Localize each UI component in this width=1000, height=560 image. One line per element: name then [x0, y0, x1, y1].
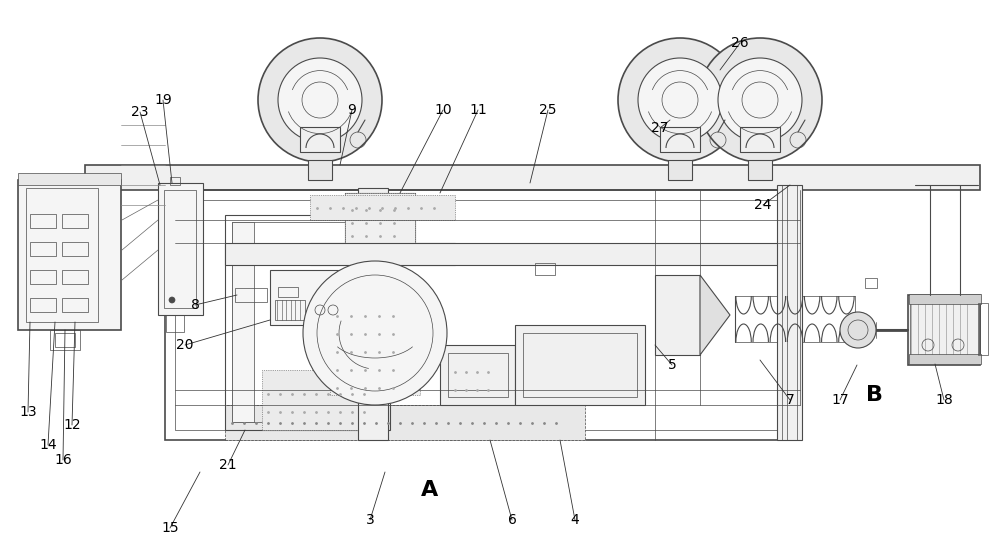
- Bar: [740, 127, 780, 152]
- Bar: [313, 300, 338, 320]
- Bar: [30, 298, 56, 312]
- Bar: [62, 214, 88, 228]
- Bar: [310, 243, 455, 265]
- Bar: [655, 275, 700, 355]
- Circle shape: [169, 297, 175, 303]
- Bar: [660, 127, 700, 152]
- Bar: [50, 330, 80, 350]
- Bar: [175, 200, 790, 430]
- Bar: [358, 188, 388, 440]
- Bar: [62, 270, 88, 284]
- Polygon shape: [700, 275, 730, 355]
- Text: 12: 12: [63, 418, 81, 432]
- Text: 16: 16: [54, 453, 72, 467]
- Bar: [225, 215, 390, 430]
- Bar: [448, 353, 508, 397]
- Bar: [278, 287, 298, 297]
- Bar: [62, 298, 88, 312]
- Circle shape: [718, 58, 802, 142]
- Bar: [225, 243, 785, 265]
- Text: 6: 6: [508, 513, 516, 527]
- Text: 24: 24: [754, 198, 772, 212]
- Text: 20: 20: [176, 338, 194, 352]
- Bar: [30, 214, 56, 228]
- Text: 23: 23: [131, 105, 149, 119]
- Circle shape: [698, 38, 822, 162]
- Text: 25: 25: [539, 103, 557, 117]
- Bar: [909, 294, 981, 304]
- Circle shape: [638, 58, 722, 142]
- Bar: [62, 242, 88, 256]
- Bar: [330, 280, 420, 395]
- Circle shape: [303, 261, 447, 405]
- Bar: [440, 345, 515, 405]
- Circle shape: [840, 312, 876, 348]
- Bar: [232, 222, 384, 422]
- Bar: [270, 270, 345, 325]
- Bar: [308, 160, 332, 180]
- Bar: [668, 160, 692, 180]
- Text: 21: 21: [219, 458, 237, 472]
- Bar: [310, 195, 455, 220]
- Bar: [345, 193, 415, 243]
- Bar: [345, 193, 415, 243]
- Bar: [164, 190, 196, 308]
- Text: 15: 15: [161, 521, 179, 535]
- Bar: [30, 242, 56, 256]
- Bar: [170, 177, 180, 185]
- Bar: [55, 333, 75, 347]
- Bar: [30, 270, 56, 284]
- Text: 11: 11: [469, 103, 487, 117]
- Bar: [908, 295, 980, 365]
- Bar: [235, 288, 267, 302]
- Bar: [18, 173, 121, 185]
- Circle shape: [278, 58, 362, 142]
- Bar: [26, 188, 98, 322]
- Text: 7: 7: [786, 393, 794, 407]
- Text: 26: 26: [731, 36, 749, 50]
- Text: 17: 17: [831, 393, 849, 407]
- Bar: [165, 190, 800, 440]
- Text: 18: 18: [935, 393, 953, 407]
- Text: 27: 27: [651, 121, 669, 135]
- Bar: [909, 354, 981, 364]
- Bar: [166, 315, 184, 332]
- Text: B: B: [866, 385, 884, 405]
- Text: 4: 4: [571, 513, 579, 527]
- Bar: [777, 185, 802, 440]
- Bar: [865, 278, 877, 288]
- Bar: [262, 370, 385, 430]
- Bar: [978, 303, 988, 355]
- Text: A: A: [421, 480, 439, 500]
- Bar: [225, 405, 585, 440]
- Bar: [910, 295, 980, 363]
- Text: 19: 19: [154, 93, 172, 107]
- Bar: [300, 127, 340, 152]
- Bar: [85, 165, 980, 190]
- Text: 14: 14: [39, 438, 57, 452]
- Bar: [232, 222, 254, 422]
- Bar: [523, 333, 637, 397]
- Text: 5: 5: [668, 358, 676, 372]
- Text: 9: 9: [348, 103, 356, 117]
- Text: 10: 10: [434, 103, 452, 117]
- Bar: [535, 263, 555, 275]
- Text: 8: 8: [191, 298, 199, 312]
- Bar: [515, 325, 645, 405]
- Text: 13: 13: [19, 405, 37, 419]
- Circle shape: [258, 38, 382, 162]
- Bar: [748, 160, 772, 180]
- Text: 3: 3: [366, 513, 374, 527]
- Bar: [275, 300, 305, 320]
- Circle shape: [618, 38, 742, 162]
- Bar: [158, 183, 203, 315]
- Bar: [18, 180, 121, 330]
